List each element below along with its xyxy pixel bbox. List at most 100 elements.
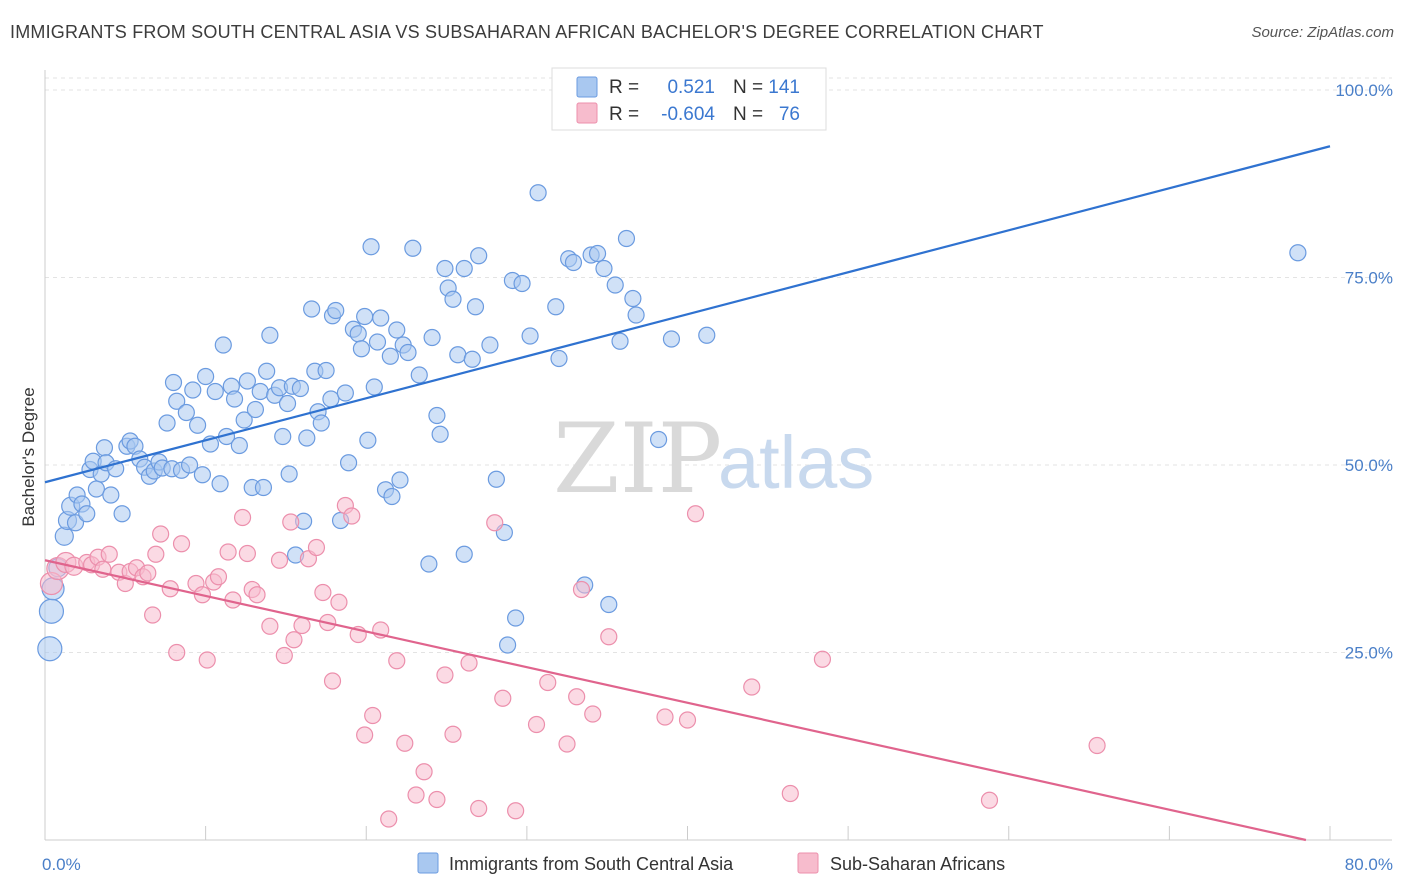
source-credit: Source: ZipAtlas.com	[1251, 24, 1394, 41]
scatter-point	[499, 636, 517, 654]
scatter-point	[211, 475, 229, 493]
scatter-point	[444, 725, 462, 743]
legend-r-label-1: R =	[609, 77, 639, 98]
scatter-point	[38, 598, 65, 624]
y-axis-label: Bachelor's Degree	[19, 387, 38, 526]
scatter-point	[407, 786, 425, 804]
scatter-point	[233, 508, 252, 527]
scatter-point	[372, 309, 390, 327]
scatter-point	[254, 478, 273, 497]
scatter-point	[1088, 736, 1106, 755]
scatter-point	[399, 343, 417, 362]
scatter-point	[627, 306, 645, 324]
scatter-point	[54, 526, 74, 546]
scatter-point	[568, 688, 586, 706]
scatter-point	[209, 568, 228, 586]
trend-line-pink	[44, 559, 1307, 842]
scatter-point	[238, 372, 256, 390]
watermark-atlas: atlas	[718, 421, 874, 504]
scatter-point	[214, 336, 232, 354]
scatter-point	[600, 595, 618, 614]
y-tick-label-25: 25.0%	[1345, 644, 1393, 663]
scatter-point	[423, 328, 441, 347]
scatter-point	[312, 414, 330, 432]
scatter-point	[539, 673, 557, 692]
scatter-point	[293, 616, 311, 635]
scatter-point	[235, 411, 253, 429]
legend-r-value-2: -0.604	[661, 104, 715, 125]
scatter-point	[147, 545, 165, 563]
scatter-point	[359, 431, 377, 449]
scatter-point	[364, 706, 382, 725]
scatter-point	[466, 298, 485, 316]
legend-box	[551, 67, 827, 131]
scatter-point	[246, 400, 265, 419]
scatter-point	[368, 333, 387, 351]
scatter-point	[606, 276, 624, 294]
chart-title: IMMIGRANTS FROM SOUTH CENTRAL ASIA VS SU…	[10, 22, 1044, 42]
scatter-point	[431, 425, 449, 443]
scatter-point	[624, 289, 642, 308]
scatter-point	[180, 456, 199, 474]
scatter-point	[743, 678, 761, 696]
scatter-point	[152, 525, 170, 543]
scatter-point	[547, 298, 565, 316]
scatter-point	[291, 379, 309, 398]
legend-n-label-1: N =	[733, 77, 763, 98]
legend-bottom-swatch-blue	[417, 852, 439, 874]
x-tick-label-80: 80.0%	[1345, 855, 1393, 874]
series-sub-saharan-africans	[39, 496, 1106, 828]
legend-bottom-swatch-pink	[797, 852, 819, 874]
scatter-point	[322, 390, 340, 408]
scatter-point	[470, 247, 488, 265]
scatter-point	[206, 382, 224, 401]
scatter-point	[87, 480, 106, 498]
legend-r-label-2: R =	[609, 104, 639, 125]
scatter-point	[388, 652, 406, 670]
scatter-point	[362, 238, 380, 256]
legend-swatch-blue	[576, 76, 598, 98]
legend-bottom-label-pink: Sub-Saharan Africans	[830, 854, 1005, 874]
scatter-point	[588, 244, 607, 263]
series-south-central-asia	[37, 184, 1307, 662]
scatter-point	[270, 551, 289, 569]
scatter-point	[193, 466, 212, 484]
watermark: ZIP atlas	[553, 403, 874, 515]
scatter-point	[184, 381, 202, 399]
scatter-point	[282, 513, 300, 531]
y-tick-label-50: 50.0%	[1345, 456, 1393, 475]
scatter-point	[455, 259, 473, 278]
scatter-point	[356, 307, 374, 326]
scatter-point	[396, 734, 414, 752]
scatter-point	[158, 414, 176, 432]
scatter-point	[381, 347, 399, 365]
scatter-point	[261, 326, 279, 344]
y-tick-label-100: 100.0%	[1335, 81, 1393, 100]
scatter-point	[317, 361, 335, 380]
scatter-point	[813, 650, 832, 668]
scatter-point	[327, 301, 345, 320]
scatter-point	[584, 705, 602, 723]
scatter-point	[595, 259, 613, 278]
legend-r-value-1: 0.521	[667, 77, 715, 98]
scatter-point	[95, 439, 114, 457]
gridlines	[45, 77, 1392, 653]
scatter-point	[219, 543, 237, 561]
scatter-point	[513, 274, 531, 293]
scatter-point	[356, 726, 374, 744]
scatter-point	[521, 327, 539, 345]
legend-swatch-pink	[576, 102, 598, 124]
scatter-point	[285, 631, 303, 649]
scatter-point	[339, 454, 358, 472]
scatter-point	[558, 735, 576, 753]
scatter-point	[168, 643, 186, 662]
scatter-point	[410, 366, 428, 384]
scatter-point	[507, 802, 525, 820]
scatter-point	[698, 326, 716, 344]
legend-row-1: R = 0.521 N = 141	[576, 76, 800, 98]
scatter-point	[455, 545, 473, 563]
scatter-point	[330, 593, 348, 611]
scatter-point	[980, 791, 999, 809]
scatter-point	[164, 373, 183, 392]
trend-lines	[44, 145, 1331, 842]
